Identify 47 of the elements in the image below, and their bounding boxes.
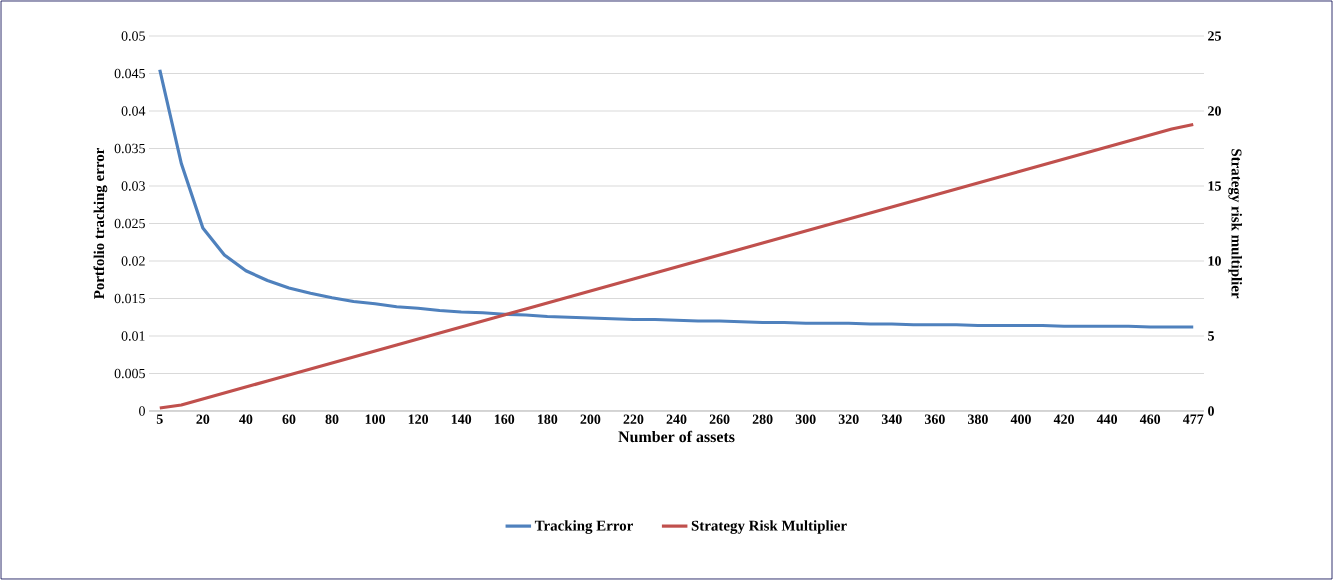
x-tick-label: 5 <box>156 414 163 424</box>
legend-label: Strategy Risk Multiplier <box>691 520 847 534</box>
x-tick-label: 400 <box>1010 414 1031 424</box>
x-tick-label: 280 <box>752 414 773 424</box>
y-tick-label: 0.04 <box>121 106 146 116</box>
y-tick-label: 0.005 <box>114 368 145 379</box>
x-tick-label: 200 <box>580 414 601 424</box>
y-tick-label: 0.035 <box>114 143 145 154</box>
y2-tick-label: 5 <box>1208 331 1214 341</box>
y-tick-label: 0.025 <box>114 218 145 229</box>
x-tick-label: 160 <box>494 414 515 424</box>
x-tick-label: 220 <box>623 414 644 424</box>
x-tick-label: 120 <box>408 414 429 424</box>
legend-label: Tracking Error <box>534 520 633 534</box>
y-tick-label: 0.02 <box>121 256 145 266</box>
y-tick-label: 0.03 <box>121 181 145 191</box>
x-tick-label: 80 <box>325 414 339 424</box>
x-tick-label: 100 <box>365 414 386 424</box>
x-tick-label: 360 <box>924 414 945 424</box>
x-tick-label: 60 <box>282 414 296 424</box>
x-tick-label: 40 <box>239 414 253 424</box>
x-tick-label: 340 <box>881 414 902 424</box>
x-tick-label: 380 <box>968 414 988 424</box>
x-tick-label: 240 <box>666 414 687 424</box>
y-tick-label: 0 <box>139 406 145 416</box>
y2-tick-label: 15 <box>1208 181 1221 191</box>
y2-tick-label: 0 <box>1208 406 1214 416</box>
x-tick-label: 420 <box>1053 414 1074 424</box>
y2-tick-label: 10 <box>1208 256 1221 266</box>
y-axis-title: Portfolio tracking error <box>93 147 108 300</box>
x-tick-label: 477 <box>1182 414 1204 424</box>
x-axis-title: Number of assets <box>618 430 735 443</box>
x-tick-label: 140 <box>451 414 472 424</box>
y-tick-label: 0.015 <box>114 293 145 304</box>
x-tick-label: 20 <box>196 414 210 424</box>
x-tick-label: 260 <box>709 414 730 424</box>
y2-tick-label: 20 <box>1208 106 1221 116</box>
y-tick-label: 0.05 <box>121 31 145 41</box>
x-tick-label: 440 <box>1096 414 1118 424</box>
x-tick-label: 300 <box>795 414 816 424</box>
y-tick-label: 0.01 <box>121 331 145 341</box>
y2-axis-title: Strategy risk multiplier <box>1228 149 1242 299</box>
y-tick-label: 0.045 <box>114 68 145 79</box>
x-tick-label: 320 <box>838 414 859 424</box>
y2-tick-label: 25 <box>1208 31 1221 41</box>
x-tick-label: 180 <box>537 414 558 424</box>
x-tick-label: 460 <box>1139 414 1161 424</box>
